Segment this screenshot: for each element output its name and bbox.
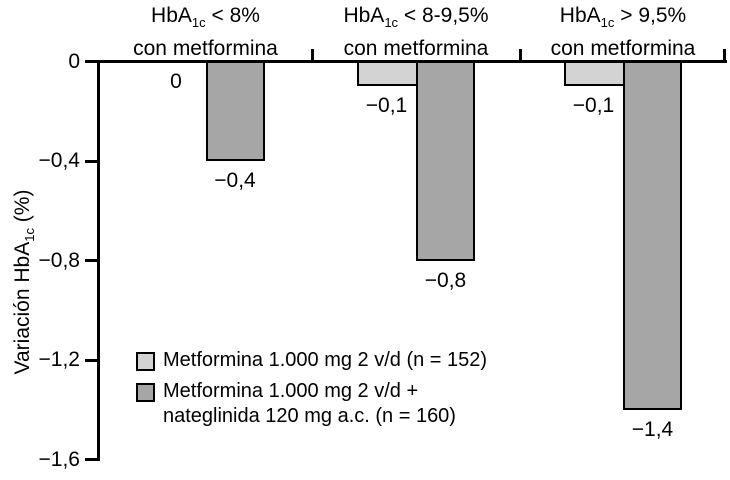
legend-label-line: Metformina 1.000 mg 2 v/d (n = 152) (163, 349, 488, 371)
legend-swatch-dark (136, 383, 155, 402)
group-header-line1: HbA1c < 8% (151, 4, 260, 31)
bar-metformina (564, 60, 625, 86)
bar-value-label: −1,4 (631, 418, 674, 441)
group-header-line1: HbA1c > 9,5% (559, 4, 687, 31)
legend-label: Metformina 1.000 mg 2 v/d (n = 152) (163, 348, 487, 373)
bar-value-label: −0,1 (365, 94, 408, 117)
group-header-line2: con metformina (343, 37, 489, 61)
y-tick-label: −1,2 (38, 348, 80, 371)
bar-metformina-nateglinida (416, 60, 475, 261)
bar-value-label: 0 (170, 70, 182, 93)
y-axis-title-unit: (%) (11, 189, 34, 229)
group-header-line2: con metformina (550, 37, 696, 61)
group-header: HbA1c > 9,5% con metformina (483, 3, 730, 62)
group-header: HbA1c < 8% con metformina (66, 3, 346, 62)
y-tick-label: −1,6 (38, 447, 80, 471)
y-axis-title: Variación HbA1c (%) (11, 132, 37, 432)
group-header-line1: HbA1c < 8-9,5% (343, 4, 489, 31)
y-tick-mark (85, 259, 99, 262)
group-header: HbA1c < 8-9,5% con metformina (276, 3, 556, 62)
group-header-line2: con metformina (133, 37, 278, 61)
group-divider-tick (723, 49, 726, 62)
bar-value-label: −0,8 (424, 269, 467, 292)
bar-value-label: −0,1 (572, 94, 615, 117)
legend-item-metformina: Metformina 1.000 mg 2 v/d (n = 152) (136, 348, 487, 373)
legend-label: Metformina 1.000 mg 2 v/d + nateglinida … (163, 379, 456, 429)
x-axis-line (97, 60, 727, 63)
y-tick-mark (85, 358, 99, 362)
y-axis-title-subscript: 1c (22, 228, 38, 242)
y-tick-label: −0,4 (38, 149, 80, 172)
legend: Metformina 1.000 mg 2 v/d (n = 152) Metf… (136, 348, 487, 435)
bar-metformina (357, 60, 418, 86)
legend-swatch-light (136, 352, 155, 371)
legend-label-line: nateglinida 120 mg a.c. (n = 160) (163, 405, 456, 427)
bar-metformina-nateglinida (205, 60, 265, 161)
bar-metformina-nateglinida (623, 60, 682, 410)
y-tick-mark (85, 60, 99, 63)
group-divider-tick (519, 49, 522, 62)
legend-label-line: Metformina 1.000 mg 2 v/d + (163, 380, 419, 402)
legend-item-metformina-nateglinida: Metformina 1.000 mg 2 v/d + nateglinida … (136, 379, 487, 429)
y-tick-label: −0,8 (38, 248, 80, 272)
y-tick-mark (85, 159, 99, 163)
y-tick-mark (85, 458, 99, 461)
bar-value-label: −0,4 (214, 169, 256, 192)
group-divider-tick (311, 49, 314, 62)
y-tick-label: 0 (68, 49, 80, 73)
